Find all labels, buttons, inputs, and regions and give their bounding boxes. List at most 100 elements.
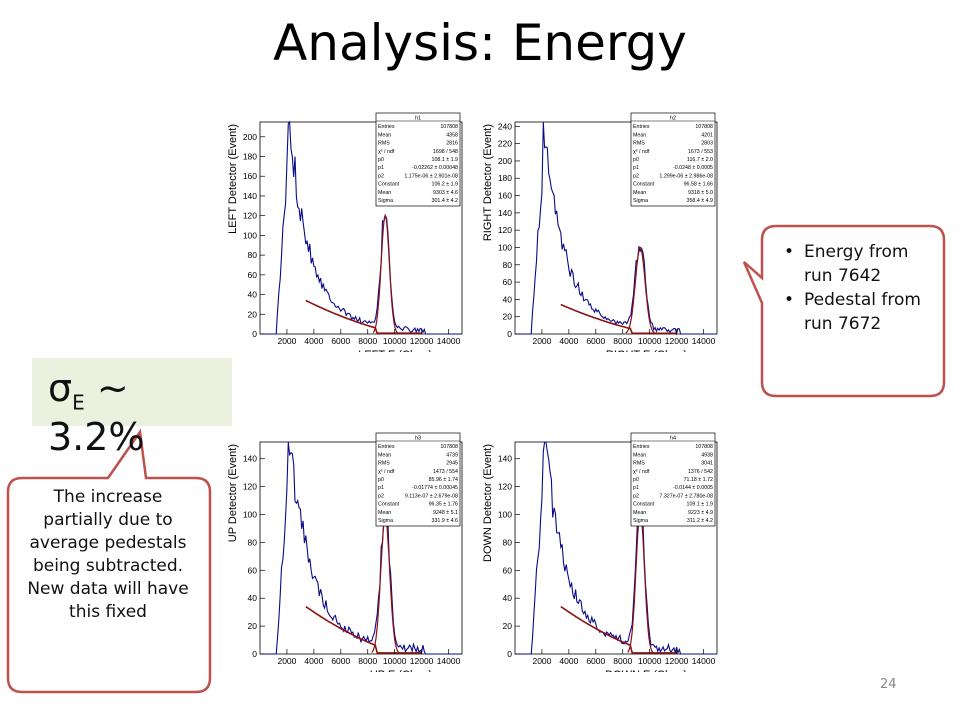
y-tick-label: 60 — [248, 270, 258, 280]
stats-label: Mean — [633, 190, 646, 196]
stats-value: 4358 — [446, 132, 458, 138]
stats-label: Constant — [378, 502, 400, 508]
x-tick-label: 6000 — [331, 656, 350, 666]
plot-frame — [259, 441, 463, 655]
x-tick-label: 6000 — [331, 336, 350, 346]
x-tick-label: 14000 — [437, 336, 461, 346]
x-tick-label: 8000 — [358, 656, 377, 666]
x-tick-label: 14000 — [692, 336, 716, 346]
stats-value: 85.96 ± 1.74 — [429, 477, 458, 483]
background-fit-curve — [305, 605, 422, 654]
x-tick-label: 2000 — [277, 336, 296, 346]
stats-value: 9.113e-07 ± 2.679e-08 — [405, 493, 458, 499]
stats-value: 4201 — [701, 132, 713, 138]
stats-box-frame — [630, 432, 716, 527]
y-tick-label: 20 — [503, 621, 513, 631]
x-tick-label: 8000 — [613, 336, 632, 346]
stats-label: Entries — [633, 124, 650, 130]
stats-label: p2 — [378, 173, 384, 179]
plot-frame — [514, 441, 718, 655]
stats-label: RMS — [378, 461, 390, 467]
stats-value: 311.2 ± 4.2 — [687, 518, 713, 524]
stats-value: 3041 — [701, 461, 713, 467]
stats-label: Sigma — [633, 198, 648, 204]
stats-value: 9248 ± 5.1 — [433, 510, 458, 516]
y-tick-label: 80 — [503, 537, 513, 547]
stats-label: p2 — [633, 173, 639, 179]
y-tick-label: 140 — [498, 454, 512, 464]
x-tick-label: 6000 — [586, 656, 605, 666]
y-tick-label: 200 — [243, 132, 257, 142]
x-tick-label: 4000 — [559, 336, 578, 346]
stats-label: Mean — [633, 510, 646, 516]
stats-label: p0 — [633, 477, 639, 483]
y-axis-label: UP Detector (Event) — [227, 444, 239, 542]
y-tick-label: 120 — [243, 211, 257, 221]
y-tick-label: 40 — [248, 593, 258, 603]
y-tick-label: 160 — [498, 191, 512, 201]
y-tick-label: 60 — [503, 565, 513, 575]
y-tick-label: 100 — [498, 510, 512, 520]
x-tick-label: 12000 — [665, 656, 689, 666]
y-tick-label: 40 — [503, 294, 513, 304]
y-tick-label: 240 — [498, 121, 512, 131]
x-tick-label: 2000 — [532, 336, 551, 346]
x-tick-label: 14000 — [692, 656, 716, 666]
stats-value: 7.327e-07 ± 2.780e-08 — [659, 493, 713, 499]
stats-value: 116.7 ± 2.0 — [687, 157, 713, 163]
stats-value: -0.01774 ± 0.00045 — [412, 485, 458, 491]
y-tick-label: 100 — [498, 242, 512, 252]
stats-label: Constant — [633, 502, 655, 508]
x-tick-label: 10000 — [383, 656, 407, 666]
y-tick-label: 140 — [243, 454, 257, 464]
stats-value: 2945 — [446, 461, 458, 467]
stats-label: Entries — [633, 444, 650, 450]
y-tick-label: 180 — [243, 152, 257, 162]
stats-value: -0.02262 ± 0.00048 — [412, 165, 458, 171]
stats-label: RMS — [378, 141, 390, 147]
stats-label: p1 — [633, 485, 639, 491]
x-axis-label: UP E (Chan) — [370, 669, 432, 672]
y-tick-label: 80 — [248, 537, 258, 547]
stats-label: χ² / ndf — [633, 469, 650, 475]
y-tick-label: 120 — [498, 225, 512, 235]
x-tick-label: 10000 — [638, 656, 662, 666]
stats-value: 107808 — [440, 444, 458, 450]
y-tick-label: 160 — [243, 171, 257, 181]
stats-label: χ² / ndf — [378, 149, 395, 155]
stats-label: p2 — [633, 493, 639, 499]
slide-title: Analysis: Energy — [273, 14, 687, 72]
stats-value: -0.0144 ± 0.0005 — [673, 485, 713, 491]
stats-label: RMS — [633, 461, 645, 467]
y-tick-label: 0 — [252, 649, 257, 659]
background-fit-curve — [560, 605, 677, 654]
up-detector-histogram: 2000 4000 6000 8000 10000 12000 14000 0 20 40 60 80… — [226, 432, 468, 672]
stats-value: 1376 / 542 — [688, 469, 713, 475]
stats-value: 71.18 ± 1.72 — [684, 477, 713, 483]
bullet-pedestal-run: Pedestal from run 7672 — [782, 288, 932, 336]
stats-label: Constant — [378, 182, 400, 188]
x-tick-label: 6000 — [586, 336, 605, 346]
stats-box-frame — [630, 112, 716, 207]
stats-label: Sigma — [378, 518, 393, 524]
stats-label: Mean — [378, 190, 391, 196]
y-axis-label: LEFT Detector (Event) — [227, 124, 239, 234]
stats-value: 1698 / 548 — [433, 149, 458, 155]
stats-value: 2803 — [701, 141, 713, 147]
y-tick-label: 0 — [507, 329, 512, 339]
stats-label: p2 — [378, 493, 384, 499]
stats-value: 108.1 ± 1.9 — [432, 157, 459, 163]
plot-frame — [259, 121, 463, 335]
stats-value: -0.0248 ± 0.0005 — [673, 165, 713, 171]
stats-label: Entries — [378, 124, 395, 130]
run-info-list: Energy from run 7642 Pedestal from run 7… — [782, 240, 932, 336]
stats-value: 4739 — [446, 452, 458, 458]
bullet-energy-run: Energy from run 7642 — [782, 240, 932, 288]
x-tick-label: 8000 — [613, 656, 632, 666]
plot-frame — [514, 121, 718, 335]
stats-label: Sigma — [633, 518, 648, 524]
y-tick-label: 20 — [248, 621, 258, 631]
stats-box: h1 Entries 107808 Mean 4358 RMS 2816 χ² / ndf 16… — [375, 112, 461, 207]
stats-box: h3 Entries 107808 Mean 4739 RMS 2945 χ² / ndf 14… — [375, 432, 461, 527]
x-tick-label: 8000 — [358, 336, 377, 346]
